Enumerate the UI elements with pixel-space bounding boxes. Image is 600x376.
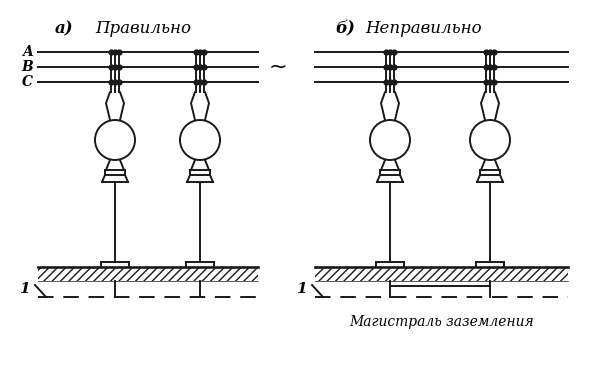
Text: 1: 1	[296, 282, 307, 296]
Text: Правильно: Правильно	[95, 20, 191, 37]
Text: B: B	[21, 60, 33, 74]
Text: 1: 1	[19, 282, 30, 296]
Bar	[38, 267, 258, 281]
Text: A: A	[22, 45, 33, 59]
Text: ~: ~	[269, 57, 287, 77]
Text: а): а)	[55, 20, 74, 37]
Text: б): б)	[335, 20, 355, 37]
Text: C: C	[22, 75, 33, 89]
Text: Магистраль заземления: Магистраль заземления	[349, 315, 534, 329]
Bar	[315, 267, 568, 281]
Text: Неправильно: Неправильно	[365, 20, 482, 37]
